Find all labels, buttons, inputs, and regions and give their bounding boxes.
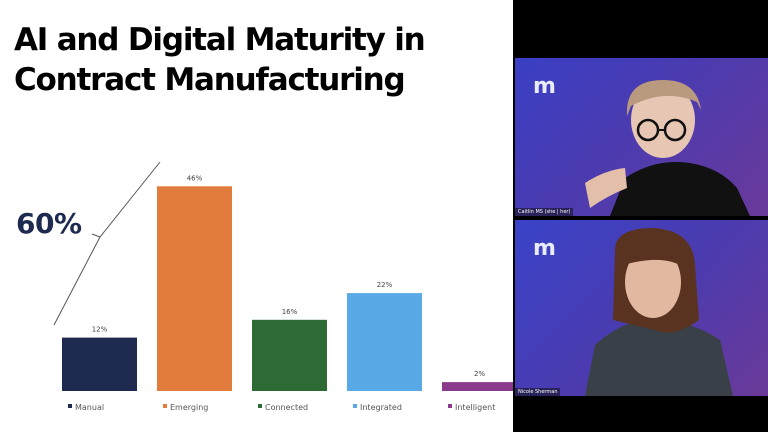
value-label-integrated: 22%	[377, 281, 393, 289]
legend-label-connected: Connected	[265, 403, 308, 412]
value-label-emerging: 46%	[187, 174, 203, 182]
video-tile-caitlin[interactable]: m Caitlin MS (she | her)	[515, 58, 768, 216]
legend-swatch-connected	[258, 404, 262, 408]
bracket	[53, 161, 161, 326]
bar-chart: 12% Manual 46% Emerging 16% Connected 22% Integ…	[53, 161, 513, 412]
bar-manual	[62, 337, 137, 391]
value-label-connected: 16%	[282, 308, 298, 316]
slide-title-line-1: AI and Digital Maturity in	[14, 22, 426, 58]
bar-emerging	[157, 186, 232, 391]
bar-connected	[252, 319, 327, 391]
legend-swatch-manual	[68, 404, 72, 408]
brand-logo-icon: m	[533, 236, 556, 261]
legend-label-emerging: Emerging	[170, 403, 208, 412]
bar-integrated	[347, 293, 422, 391]
participant-name-label: Caitlin MS (she | her)	[515, 208, 574, 216]
slide-title-line-2: Contract Manufacturing	[14, 62, 406, 98]
legend-label-intelligent: Intelligent	[455, 403, 495, 412]
bars-group: 12% Manual 46% Emerging 16% Connected 22% Integ…	[62, 174, 513, 412]
participant-name-label: Nicole Sherman	[515, 388, 561, 396]
participant-silhouette-2	[585, 228, 733, 396]
brand-logo-icon: m	[533, 74, 556, 99]
legend-label-integrated: Integrated	[360, 403, 402, 412]
video-tile-nicole[interactable]: m Nicole Sherman	[515, 220, 768, 396]
participant-silhouette-1	[585, 80, 750, 216]
presentation-slide: AI and Digital Maturity in Contract Manu…	[0, 0, 513, 432]
value-label-manual: 12%	[92, 326, 108, 334]
value-label-intelligent: 2%	[474, 370, 485, 378]
callout-percentage: 60%	[16, 207, 82, 240]
legend-label-manual: Manual	[75, 403, 104, 412]
legend-swatch-emerging	[163, 404, 167, 408]
legend-swatch-intelligent	[448, 404, 452, 408]
legend-swatch-integrated	[353, 404, 357, 408]
bar-intelligent	[442, 382, 513, 391]
